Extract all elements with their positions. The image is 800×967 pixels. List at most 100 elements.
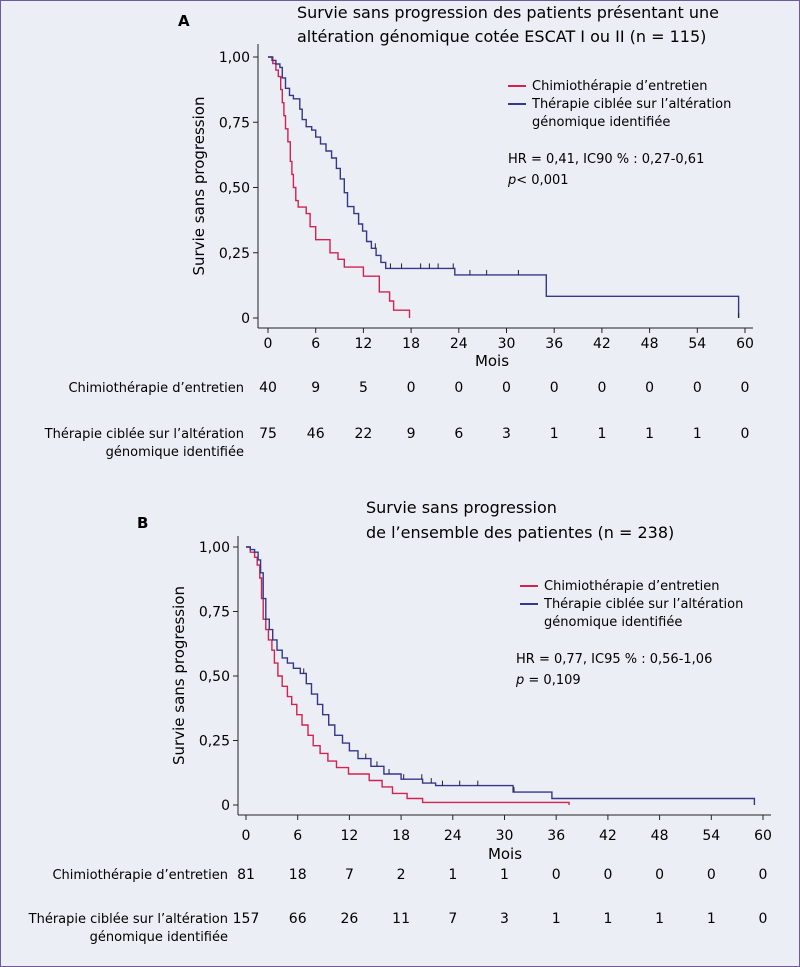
risk-value: 1 xyxy=(550,426,559,442)
stats-text: p< 0,001 xyxy=(507,173,569,188)
risk-value: 26 xyxy=(340,911,358,927)
x-tick-label: 6 xyxy=(311,336,320,352)
risk-value: 1 xyxy=(603,911,612,927)
risk-value: 1 xyxy=(655,911,664,927)
km-curve-chimiotherapie xyxy=(246,546,570,805)
risk-row-label: Thérapie ciblée sur l’altération xyxy=(44,427,244,442)
x-tick-label: 48 xyxy=(641,336,659,352)
y-tick-label: 0,75 xyxy=(219,115,250,131)
risk-value: 46 xyxy=(307,426,325,442)
risk-value: 1 xyxy=(645,426,654,442)
risk-value: 1 xyxy=(448,867,457,883)
risk-value: 0 xyxy=(407,380,416,396)
x-tick-label: 36 xyxy=(545,336,563,352)
x-tick-label: 54 xyxy=(688,336,706,352)
risk-value: 0 xyxy=(707,867,716,883)
km-panel-A: A Survie sans progression des patients pr… xyxy=(44,3,754,460)
x-tick-label: 48 xyxy=(651,828,669,844)
risk-value: 0 xyxy=(502,380,511,396)
y-tick-label: 0,25 xyxy=(199,734,230,750)
panel-label: A xyxy=(178,12,190,30)
legend-entry: Thérapie ciblée sur l’altération génomiqu… xyxy=(543,597,743,630)
y-tick-label: 1,00 xyxy=(199,540,230,556)
risk-value: 0 xyxy=(552,867,561,883)
risk-value: 0 xyxy=(759,867,768,883)
x-axis-title: Mois xyxy=(488,845,522,863)
stats-text: HR = 0,77, IC95 % : 0,56-1,06 xyxy=(516,652,712,667)
x-tick-label: 24 xyxy=(450,336,468,352)
panel-label: B xyxy=(137,514,148,532)
y-tick-label: 1,00 xyxy=(219,50,250,66)
y-tick-label: 0,50 xyxy=(199,669,230,685)
risk-value: 0 xyxy=(597,380,606,396)
risk-value: 81 xyxy=(237,867,255,883)
km-curve-chimiotherapie xyxy=(268,56,411,318)
x-tick-label: 12 xyxy=(340,828,358,844)
stats-text: p = 0,109 xyxy=(515,673,581,688)
risk-value: 9 xyxy=(311,380,320,396)
risk-value: 0 xyxy=(741,380,750,396)
x-tick-label: 60 xyxy=(754,828,772,844)
x-tick-label: 42 xyxy=(599,828,617,844)
x-tick-label: 42 xyxy=(593,336,611,352)
legend-entry: Thérapie ciblée sur l’altération génomiqu… xyxy=(531,97,731,130)
risk-value: 0 xyxy=(693,380,702,396)
risk-value: 1 xyxy=(707,911,716,927)
risk-value: 1 xyxy=(552,911,561,927)
risk-value: 0 xyxy=(645,380,654,396)
y-tick-label: 0,25 xyxy=(219,246,250,262)
risk-value: 0 xyxy=(655,867,664,883)
risk-value: 9 xyxy=(407,426,416,442)
legend-entry: Chimiothérapie d’entretien xyxy=(532,79,708,94)
x-tick-label: 18 xyxy=(402,336,420,352)
km-curve-therapie-ciblee xyxy=(268,56,740,318)
x-tick-label: 30 xyxy=(498,336,516,352)
y-tick-label: 0,50 xyxy=(219,181,250,197)
risk-value: 3 xyxy=(500,911,509,927)
km-panel-B: B Survie sans progression de l’ensemble de… xyxy=(28,498,772,945)
km-curve-therapie-ciblee xyxy=(246,546,756,805)
risk-row-label: Thérapie ciblée sur l’altération xyxy=(28,912,228,927)
risk-value: 40 xyxy=(259,380,277,396)
chart-title-line: altération génomique cotée ESCAT I ou II… xyxy=(297,27,706,46)
chart-title-line: Survie sans progression xyxy=(366,498,557,517)
legend-entry: Chimiothérapie d’entretien xyxy=(544,579,720,594)
risk-value: 0 xyxy=(454,380,463,396)
risk-value: 0 xyxy=(550,380,559,396)
x-axis-title: Mois xyxy=(475,352,509,370)
y-axis-title: Survie sans progression xyxy=(170,586,188,765)
x-tick-label: 30 xyxy=(496,828,514,844)
x-tick-label: 18 xyxy=(392,828,410,844)
x-tick-label: 24 xyxy=(444,828,462,844)
risk-row-label: génomique identifiée xyxy=(90,930,228,945)
risk-value: 7 xyxy=(345,867,354,883)
y-axis-title: Survie sans progression xyxy=(190,97,208,276)
stats-text: HR = 0,41, IC90 % : 0,27-0,61 xyxy=(508,152,704,167)
x-tick-label: 12 xyxy=(354,336,372,352)
risk-value: 157 xyxy=(233,911,260,927)
x-tick-label: 0 xyxy=(242,828,251,844)
risk-row-label: Chimiothérapie d’entretien xyxy=(52,868,228,883)
risk-value: 3 xyxy=(502,426,511,442)
risk-value: 22 xyxy=(354,426,372,442)
risk-value: 1 xyxy=(500,867,509,883)
chart-title-line: de l’ensemble des patientes (n = 238) xyxy=(366,523,674,542)
x-tick-label: 6 xyxy=(293,828,302,844)
x-tick-label: 54 xyxy=(702,828,720,844)
x-tick-label: 36 xyxy=(547,828,565,844)
y-tick-label: 0 xyxy=(241,311,250,327)
risk-value: 1 xyxy=(693,426,702,442)
chart-title-line: Survie sans progression des patients pré… xyxy=(297,3,719,22)
risk-value: 5 xyxy=(359,380,368,396)
risk-value: 75 xyxy=(259,426,277,442)
risk-value: 11 xyxy=(392,911,410,927)
x-tick-label: 60 xyxy=(736,336,754,352)
y-tick-label: 0 xyxy=(221,798,230,814)
risk-value: 18 xyxy=(289,867,307,883)
risk-value: 2 xyxy=(397,867,406,883)
risk-value: 6 xyxy=(454,426,463,442)
y-tick-label: 0,75 xyxy=(199,605,230,621)
x-tick-label: 0 xyxy=(264,336,273,352)
risk-value: 7 xyxy=(448,911,457,927)
